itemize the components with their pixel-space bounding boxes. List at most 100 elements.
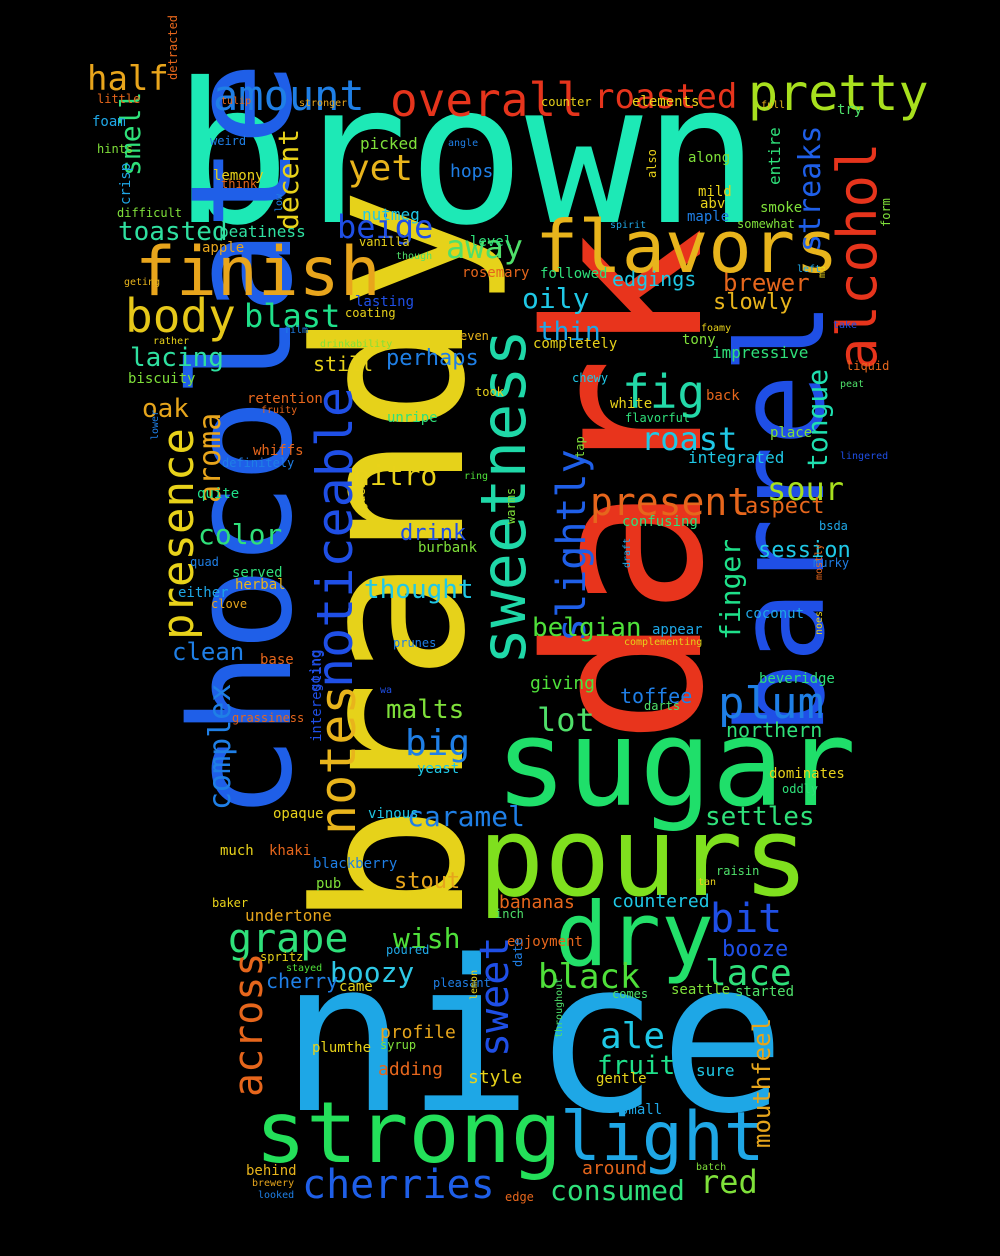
cloud-word: grape bbox=[228, 916, 348, 962]
cloud-word: noticeable bbox=[306, 387, 364, 688]
cloud-word: though bbox=[396, 251, 432, 262]
cloud-word: nice bbox=[280, 915, 786, 1160]
cloud-word: poured bbox=[386, 943, 429, 957]
cloud-word: bsda bbox=[819, 519, 848, 533]
cloud-word: edgings bbox=[612, 267, 696, 291]
cloud-word: mostly bbox=[814, 544, 825, 580]
cloud-word: sweet bbox=[472, 937, 518, 1057]
cloud-word: whiffs bbox=[253, 443, 304, 459]
cloud-word: brandy bbox=[273, 187, 511, 928]
cloud-word: counter bbox=[541, 95, 592, 109]
cloud-word: abv bbox=[700, 196, 725, 212]
cloud-word: khaki bbox=[269, 843, 311, 859]
cloud-word: oak bbox=[142, 394, 189, 424]
cloud-word: mouthfeel bbox=[748, 1018, 776, 1148]
cloud-word: brewery bbox=[252, 1178, 294, 1189]
cloud-word: light bbox=[560, 1098, 765, 1177]
cloud-word: form bbox=[879, 198, 893, 227]
cloud-word: beige bbox=[337, 208, 433, 246]
cloud-word: opaque bbox=[273, 806, 324, 822]
cloud-word: pleasant bbox=[433, 976, 491, 990]
cloud-word: beveridge bbox=[759, 671, 835, 687]
cloud-word: dark bbox=[500, 227, 751, 745]
cloud-word: rather bbox=[153, 336, 189, 347]
cloud-word: stronger bbox=[299, 98, 347, 109]
cloud-word: overall bbox=[390, 73, 584, 127]
cloud-word: lasting bbox=[355, 294, 414, 310]
cloud-word: lower bbox=[150, 410, 161, 440]
cloud-word: tony bbox=[682, 332, 716, 348]
cloud-word: roast bbox=[641, 420, 737, 458]
cloud-word: liquid bbox=[846, 359, 889, 373]
cloud-word: darts bbox=[644, 699, 680, 713]
cloud-word: white bbox=[610, 396, 652, 412]
cloud-word: booze bbox=[722, 937, 788, 962]
cloud-word: brown bbox=[173, 41, 760, 268]
cloud-word: angle bbox=[448, 138, 478, 149]
cloud-word: low bbox=[274, 193, 285, 212]
cloud-word: raisin bbox=[716, 864, 759, 878]
cloud-word: tongue bbox=[801, 369, 834, 470]
cloud-word: film bbox=[284, 325, 308, 336]
cloud-word: finger bbox=[714, 539, 747, 640]
cloud-word: red bbox=[700, 1163, 758, 1201]
cloud-word: tulip bbox=[221, 96, 251, 107]
cloud-word: bananas bbox=[499, 892, 575, 913]
cloud-word: prunes bbox=[393, 636, 436, 650]
cloud-word: geting bbox=[124, 277, 160, 288]
cloud-word: slightly bbox=[549, 449, 595, 642]
cloud-word: smell bbox=[114, 92, 147, 176]
cloud-word: stout bbox=[394, 869, 460, 894]
cloud-word: entire bbox=[765, 127, 784, 185]
cloud-word: comes bbox=[612, 987, 648, 1001]
cloud-word: lemony bbox=[213, 168, 264, 184]
cloud-word: definitely bbox=[222, 456, 294, 470]
cloud-word: blackberry bbox=[313, 856, 397, 872]
cloud-word: difficult bbox=[117, 206, 182, 220]
cloud-word: batch bbox=[696, 1162, 726, 1173]
cloud-word: md bbox=[817, 266, 828, 278]
cloud-word: behind bbox=[246, 1163, 297, 1179]
cloud-word: ring bbox=[464, 471, 488, 482]
cloud-word: settles bbox=[705, 802, 815, 832]
cloud-word: lot bbox=[537, 701, 595, 739]
cloud-word: hops bbox=[450, 161, 493, 182]
cloud-word: body bbox=[125, 289, 236, 343]
cloud-word: perhaps bbox=[386, 346, 479, 371]
cloud-word: session bbox=[758, 538, 851, 563]
cloud-word: edge bbox=[505, 1190, 534, 1204]
cloud-word: lace bbox=[705, 953, 792, 994]
cloud-word: full bbox=[761, 100, 785, 111]
cloud-word: half bbox=[87, 59, 169, 99]
cloud-word: nutmeg bbox=[362, 205, 420, 224]
cloud-word: adding bbox=[378, 1059, 443, 1080]
cloud-word: yeast bbox=[417, 761, 459, 777]
cloud-word: syrup bbox=[380, 1038, 416, 1052]
cloud-word: sour bbox=[767, 470, 844, 508]
cloud-word: chewy bbox=[572, 371, 608, 385]
cloud-word: noes bbox=[814, 611, 825, 635]
cloud-word: away bbox=[446, 228, 523, 266]
cloud-word: boozy bbox=[330, 956, 414, 989]
cloud-word: completely bbox=[533, 336, 617, 352]
cloud-word: seattle bbox=[671, 982, 730, 998]
cloud-word: sweetness bbox=[467, 329, 540, 665]
cloud-word: streaks bbox=[793, 126, 828, 252]
cloud-word: much bbox=[220, 843, 254, 859]
cloud-word: aspect bbox=[745, 494, 824, 519]
cloud-word: complex bbox=[203, 684, 238, 810]
cloud-word: undertone bbox=[245, 906, 332, 925]
cloud-word: somewhat bbox=[737, 217, 795, 231]
cloud-word: flavorful bbox=[625, 411, 690, 425]
cloud-word: complementing bbox=[624, 637, 702, 648]
cloud-word: notes bbox=[309, 684, 367, 835]
cloud-word: vanilla bbox=[359, 235, 410, 249]
cloud-word: oily bbox=[522, 282, 589, 315]
cloud-word: gentle bbox=[596, 1071, 647, 1087]
cloud-word: toffee bbox=[620, 684, 692, 708]
cloud-word: confusing bbox=[622, 514, 698, 530]
cloud-word: tan bbox=[698, 877, 716, 888]
cloud-word: coconut bbox=[745, 606, 804, 622]
cloud-word: maple bbox=[687, 209, 729, 225]
cloud-word: thin bbox=[538, 317, 601, 347]
